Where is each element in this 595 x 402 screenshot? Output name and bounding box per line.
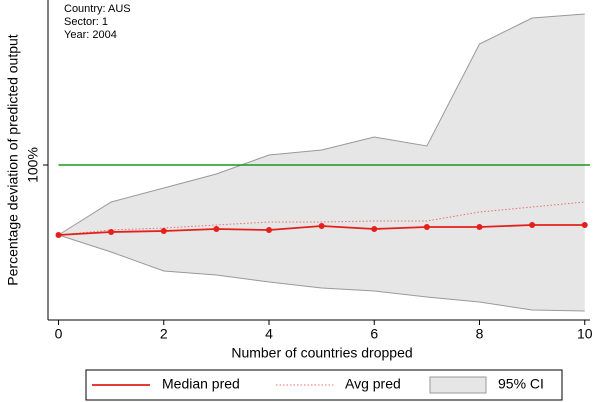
legend-label: Avg pred xyxy=(345,376,401,392)
x-axis-label: Number of countries dropped xyxy=(231,345,412,361)
data-point xyxy=(371,226,378,232)
x-tick-label: 8 xyxy=(476,326,484,342)
annotation: Sector: 1 xyxy=(64,16,108,28)
data-point xyxy=(423,224,430,230)
x-tick-label: 0 xyxy=(55,326,63,342)
legend-swatch xyxy=(429,376,487,394)
x-tick-label: 10 xyxy=(577,326,593,342)
data-point xyxy=(529,222,536,228)
legend-label: 95% CI xyxy=(498,376,544,392)
x-tick-label: 2 xyxy=(160,326,168,342)
legend-label: Median pred xyxy=(162,376,240,392)
annotation: Country: AUS xyxy=(64,3,131,15)
data-point xyxy=(266,227,273,233)
x-tick-label: 6 xyxy=(370,326,378,342)
annotation: Year: 2004 xyxy=(64,29,117,41)
ci-edge xyxy=(58,234,585,312)
data-point xyxy=(108,229,115,235)
y-tick-label: 100% xyxy=(25,147,41,183)
x-tick-label: 4 xyxy=(265,326,273,342)
data-point xyxy=(318,223,325,229)
y-axis-label: Percentage deviation of predicted output xyxy=(5,34,21,286)
data-point xyxy=(160,228,167,234)
legend-box xyxy=(85,369,563,401)
ci-edge xyxy=(58,13,585,236)
series-line xyxy=(58,201,585,236)
data-point xyxy=(55,232,62,238)
ci-area xyxy=(58,14,585,311)
data-point xyxy=(476,224,483,230)
data-point xyxy=(581,222,588,228)
data-point xyxy=(213,226,220,232)
